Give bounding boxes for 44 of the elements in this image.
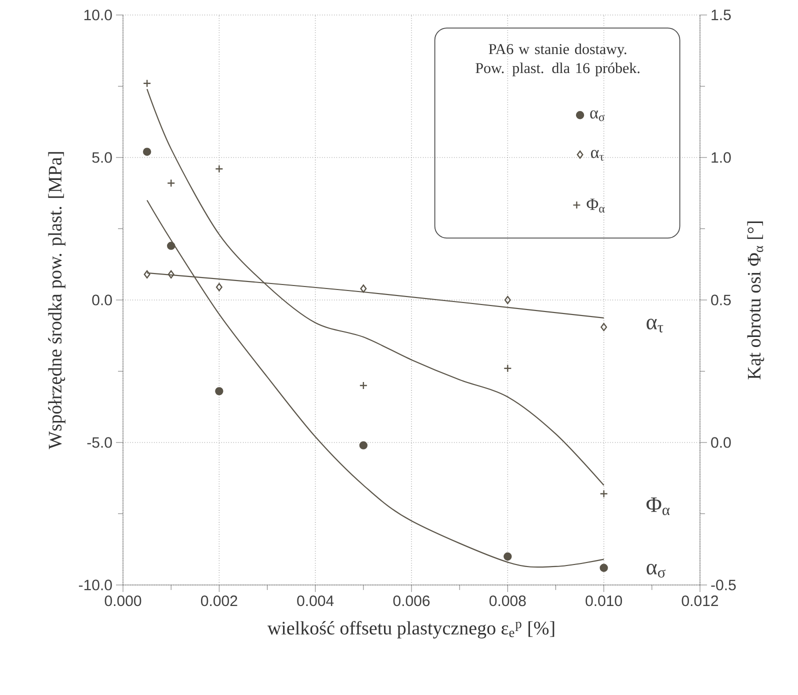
y2-tick-label: 1.5 (712, 10, 731, 20)
annotation: α$_{τ}$ (646, 318, 664, 332)
point (142, 148, 152, 156)
legend-title: PA6 w stanie dostawy. Pow. plast. dla 16 próbek. (476, 44, 640, 76)
y2-axis-title: Kąt obrotu osi Φ$_{α}$ [°] (747, 221, 764, 380)
point (215, 164, 224, 173)
y-axis-title: Współrzędne środka pow. plast. [MPa] (48, 152, 66, 450)
x-tick-label: 0.008 (489, 596, 526, 606)
point (360, 284, 367, 293)
x-tick-label: 0.004 (297, 596, 334, 606)
point (359, 441, 368, 450)
annotation: Φ$_{α}$ (646, 497, 670, 516)
point (600, 564, 608, 572)
legend-label: α$_{τ}$ (591, 150, 604, 161)
point (168, 270, 174, 278)
y2-tick-label: 0.5 (711, 294, 731, 306)
y-tick-label: 0.0 (92, 294, 112, 306)
legend-label: α$_{σ}$ (590, 110, 605, 122)
point (504, 364, 512, 372)
y2-tick-label: -0.5 (711, 580, 736, 590)
y2-tick-label: 0.0 (711, 437, 731, 448)
x-tick-label: 0.012 (682, 596, 718, 606)
point (359, 381, 368, 390)
point (600, 322, 608, 332)
x-axis-title: wielkość offsetu plastycznego ε$_{e}$$^{p}$ [%] (267, 621, 554, 638)
y2-tick-label: 1.0 (712, 152, 731, 163)
x-tick-label: 0.006 (393, 596, 430, 606)
y-tick-label: 5.0 (92, 152, 112, 163)
legend-label: Φ$_{α}$ (586, 198, 605, 213)
x-tick-label: 0.010 (586, 596, 622, 606)
point (216, 283, 222, 292)
point (166, 179, 176, 188)
y-tick-label: -5.0 (87, 437, 112, 448)
line-series (146, 200, 604, 568)
annotation: α$_{σ}$ (646, 564, 666, 578)
point (600, 490, 608, 498)
point (166, 242, 176, 250)
x-tick-label: 0.000 (104, 596, 142, 606)
y-tick-label: 10.0 (84, 10, 112, 20)
y-tick-label: -10.0 (78, 580, 112, 590)
x-tick-label: 0.002 (200, 596, 238, 606)
point (215, 387, 224, 396)
point (504, 296, 511, 304)
point (504, 552, 512, 561)
